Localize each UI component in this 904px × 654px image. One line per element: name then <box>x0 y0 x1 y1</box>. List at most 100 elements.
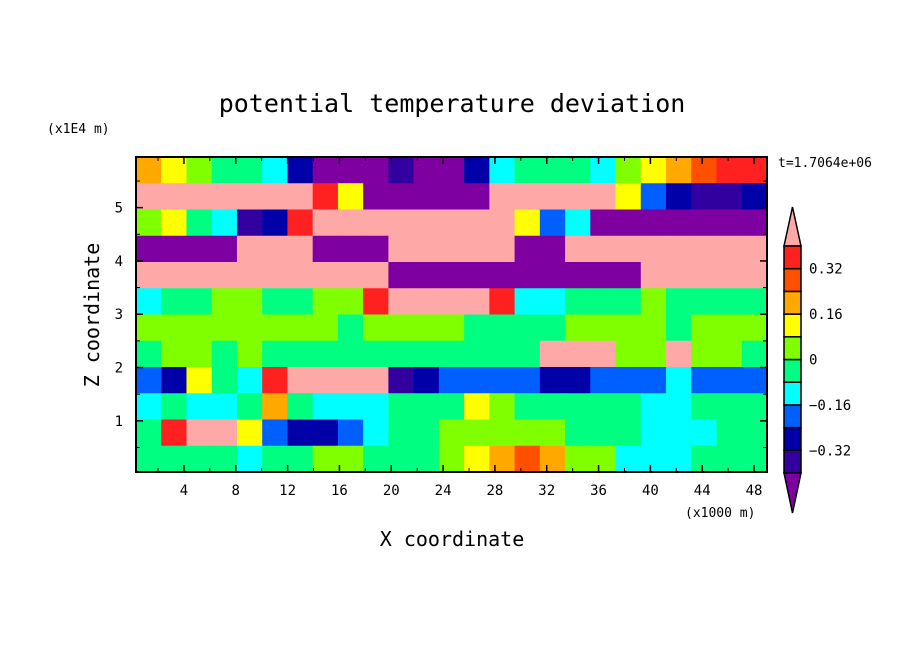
field-cell <box>211 209 238 237</box>
field-cell <box>438 235 465 263</box>
field-cell <box>211 157 238 184</box>
field-cell <box>312 157 339 184</box>
field-cell <box>312 183 339 211</box>
field-cell <box>691 367 718 394</box>
field-cell <box>716 235 743 263</box>
field-cell <box>666 445 692 473</box>
y-tick-label: 1 <box>115 414 123 430</box>
colorbar-band <box>783 290 802 315</box>
field-cell <box>691 445 718 473</box>
y-tick-label: 3 <box>115 307 123 323</box>
field-cell <box>666 393 692 421</box>
field-cell <box>363 314 389 342</box>
field-cell <box>388 209 415 237</box>
field-cell <box>413 445 440 473</box>
field-cell <box>691 157 718 184</box>
field-cell <box>413 209 440 237</box>
field-cell <box>514 340 541 368</box>
field-cell <box>539 209 566 237</box>
field-cell <box>388 183 415 211</box>
field-cell <box>741 367 768 394</box>
field-cell <box>161 340 188 368</box>
field-cell <box>741 340 768 368</box>
field-cell <box>565 340 591 368</box>
field-cell <box>211 314 238 342</box>
x-tick-label: 8 <box>232 483 240 499</box>
colorbar-band <box>783 404 802 429</box>
field-cell <box>136 235 162 263</box>
field-cell <box>413 157 440 184</box>
field-cell <box>741 288 768 316</box>
field-cell <box>186 419 213 447</box>
field-cell <box>388 288 415 316</box>
field-cell <box>565 183 591 211</box>
x-tick-label: 24 <box>435 483 452 499</box>
field-cell <box>363 183 389 211</box>
field-cell <box>363 367 389 394</box>
field-cell <box>363 419 389 447</box>
time-label: t=1.7064e+06 <box>778 156 872 171</box>
field-cell <box>413 314 440 342</box>
field-cell <box>413 419 440 447</box>
field-cell <box>236 235 263 263</box>
field-cell <box>741 262 768 289</box>
colorbar-band <box>783 426 802 452</box>
field-cell <box>666 235 692 263</box>
field-cell <box>312 235 339 263</box>
field-cell <box>514 314 541 342</box>
field-cell <box>262 340 289 368</box>
field-cell <box>388 314 415 342</box>
field-cell <box>565 235 591 263</box>
colorbar-under-triangle <box>783 472 802 514</box>
field-cell <box>691 314 718 342</box>
field-cell <box>716 157 743 184</box>
x-tick-label: 28 <box>486 483 503 499</box>
field-cell <box>615 314 642 342</box>
field-cell <box>337 340 364 368</box>
x-tick-label: 12 <box>279 483 296 499</box>
colorbar-band <box>783 313 802 338</box>
field-cell <box>312 340 339 368</box>
field-cell <box>539 340 566 368</box>
field-cell <box>565 445 591 473</box>
field-cell <box>464 288 490 316</box>
field-cell <box>312 393 339 421</box>
field-cell <box>640 235 667 263</box>
field-cell <box>615 262 642 289</box>
field-cells <box>136 157 768 473</box>
field-cell <box>312 209 339 237</box>
field-cell <box>741 419 768 447</box>
field-cell <box>640 340 667 368</box>
field-cell <box>312 367 339 394</box>
field-cell <box>337 367 364 394</box>
field-cell <box>539 445 566 473</box>
field-cell <box>666 314 692 342</box>
field-cell <box>716 419 743 447</box>
field-cell <box>236 209 263 237</box>
field-cell <box>312 288 339 316</box>
colorbar-band <box>783 336 802 361</box>
field-cell <box>464 157 490 184</box>
field-cell <box>287 340 314 368</box>
field-cell <box>161 288 188 316</box>
x-units-label: (x1000 m) <box>685 506 755 521</box>
field-cell <box>186 183 213 211</box>
colorbar-label: −0.16 <box>809 398 851 414</box>
field-cell <box>640 288 667 316</box>
field-cell <box>136 314 162 342</box>
field-cell <box>640 157 667 184</box>
field-cell <box>716 393 743 421</box>
field-cell <box>691 340 718 368</box>
field-cell <box>666 340 692 368</box>
field-cell <box>590 262 617 289</box>
field-cell <box>161 419 188 447</box>
field-cell <box>691 209 718 237</box>
field-cell <box>337 235 364 263</box>
field-cell <box>514 209 541 237</box>
field-cell <box>489 183 516 211</box>
chart-title: potential temperature deviation <box>219 89 686 118</box>
colorbar-over-triangle <box>783 206 802 247</box>
y-units-label: (x1E4 m) <box>47 122 110 137</box>
